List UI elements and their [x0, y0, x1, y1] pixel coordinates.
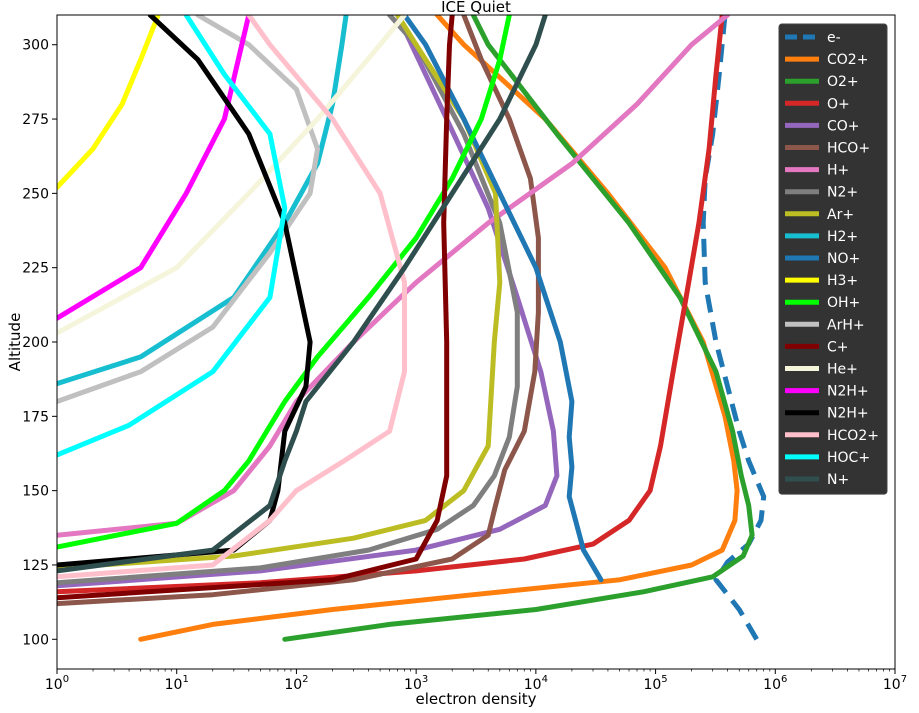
y-tick-label: 150 — [22, 484, 49, 500]
series-line-3 — [57, 15, 725, 595]
series-line-11 — [57, 15, 161, 190]
series-line-19 — [57, 15, 288, 458]
legend-label-7: N2+ — [827, 185, 858, 201]
y-axis: 100 125 150 175 200 225 250 275 300 — [22, 38, 57, 648]
x-tick-label: 101 — [165, 674, 189, 693]
y-tick-label: 175 — [22, 409, 49, 425]
x-tick-label: 100 — [45, 674, 69, 693]
series-line-10 — [402, 15, 604, 583]
x-tick-label: 103 — [404, 674, 428, 693]
series-line-9 — [57, 15, 349, 387]
legend-label-9: H2+ — [827, 229, 858, 245]
y-tick-label: 200 — [22, 335, 49, 351]
legend-label-19: HOC+ — [827, 450, 870, 466]
legend-label-4: CO+ — [827, 118, 860, 134]
legend-label-14: C+ — [827, 339, 849, 355]
y-tick-label: 275 — [22, 112, 49, 128]
series-line-15 — [57, 15, 407, 336]
legend-label-5: HCO+ — [827, 141, 870, 157]
legend-label-2: O2+ — [827, 74, 859, 90]
series-line-12 — [57, 15, 512, 550]
legend-label-20: N+ — [827, 472, 849, 488]
y-tick-label: 300 — [22, 38, 49, 54]
y-tick-label: 250 — [22, 186, 49, 202]
legend: e- CO2+ O2+ O+ CO+ HCO+ H+ N2+ Ar+ H2+ NO+ H3+ OH+ Ar… — [778, 23, 888, 495]
series-line-20 — [57, 15, 548, 574]
series-line-5 — [57, 15, 541, 607]
y-tick-label: 225 — [22, 261, 49, 277]
series-line-16 — [57, 15, 252, 321]
legend-label-10: NO+ — [827, 251, 860, 267]
legend-label-13: ArH+ — [827, 317, 865, 333]
x-tick-label: 106 — [763, 674, 787, 693]
series-layer — [57, 15, 767, 642]
legend-label-1: CO2+ — [827, 52, 868, 68]
legend-label-11: H3+ — [827, 273, 858, 289]
legend-label-8: Ar+ — [827, 207, 854, 223]
chart-title: ICE Quiet — [441, 0, 511, 16]
legend-label-3: O+ — [827, 96, 850, 112]
x-tick-label: 105 — [643, 674, 667, 693]
y-tick-label: 100 — [22, 632, 49, 648]
x-axis: 100 101 102 103 104 105 106 107 — [45, 669, 907, 693]
series-line-7 — [57, 15, 520, 586]
legend-label-0: e- — [827, 30, 841, 46]
legend-label-12: OH+ — [827, 295, 860, 311]
x-tick-label: 107 — [883, 674, 907, 693]
legend-label-18: HCO2+ — [827, 428, 879, 444]
x-tick-label: 102 — [284, 674, 308, 693]
y-axis-label: Altitude — [6, 313, 24, 372]
plot-area — [57, 15, 895, 669]
legend-label-16: N2H+ — [827, 384, 869, 400]
series-line-14 — [57, 15, 455, 601]
y-tick-label: 125 — [22, 558, 49, 574]
series-line-18 — [57, 15, 407, 580]
legend-label-17: N2H+ — [827, 406, 869, 422]
series-line-6 — [57, 15, 731, 538]
series-line-13 — [57, 15, 320, 404]
legend-box — [778, 23, 888, 495]
legend-label-6: H+ — [827, 163, 849, 179]
series-line-2 — [282, 15, 755, 642]
x-tick-label: 104 — [524, 674, 548, 693]
series-line-4 — [57, 15, 560, 589]
legend-label-15: He+ — [827, 362, 858, 378]
x-axis-label: electron density — [415, 690, 536, 708]
